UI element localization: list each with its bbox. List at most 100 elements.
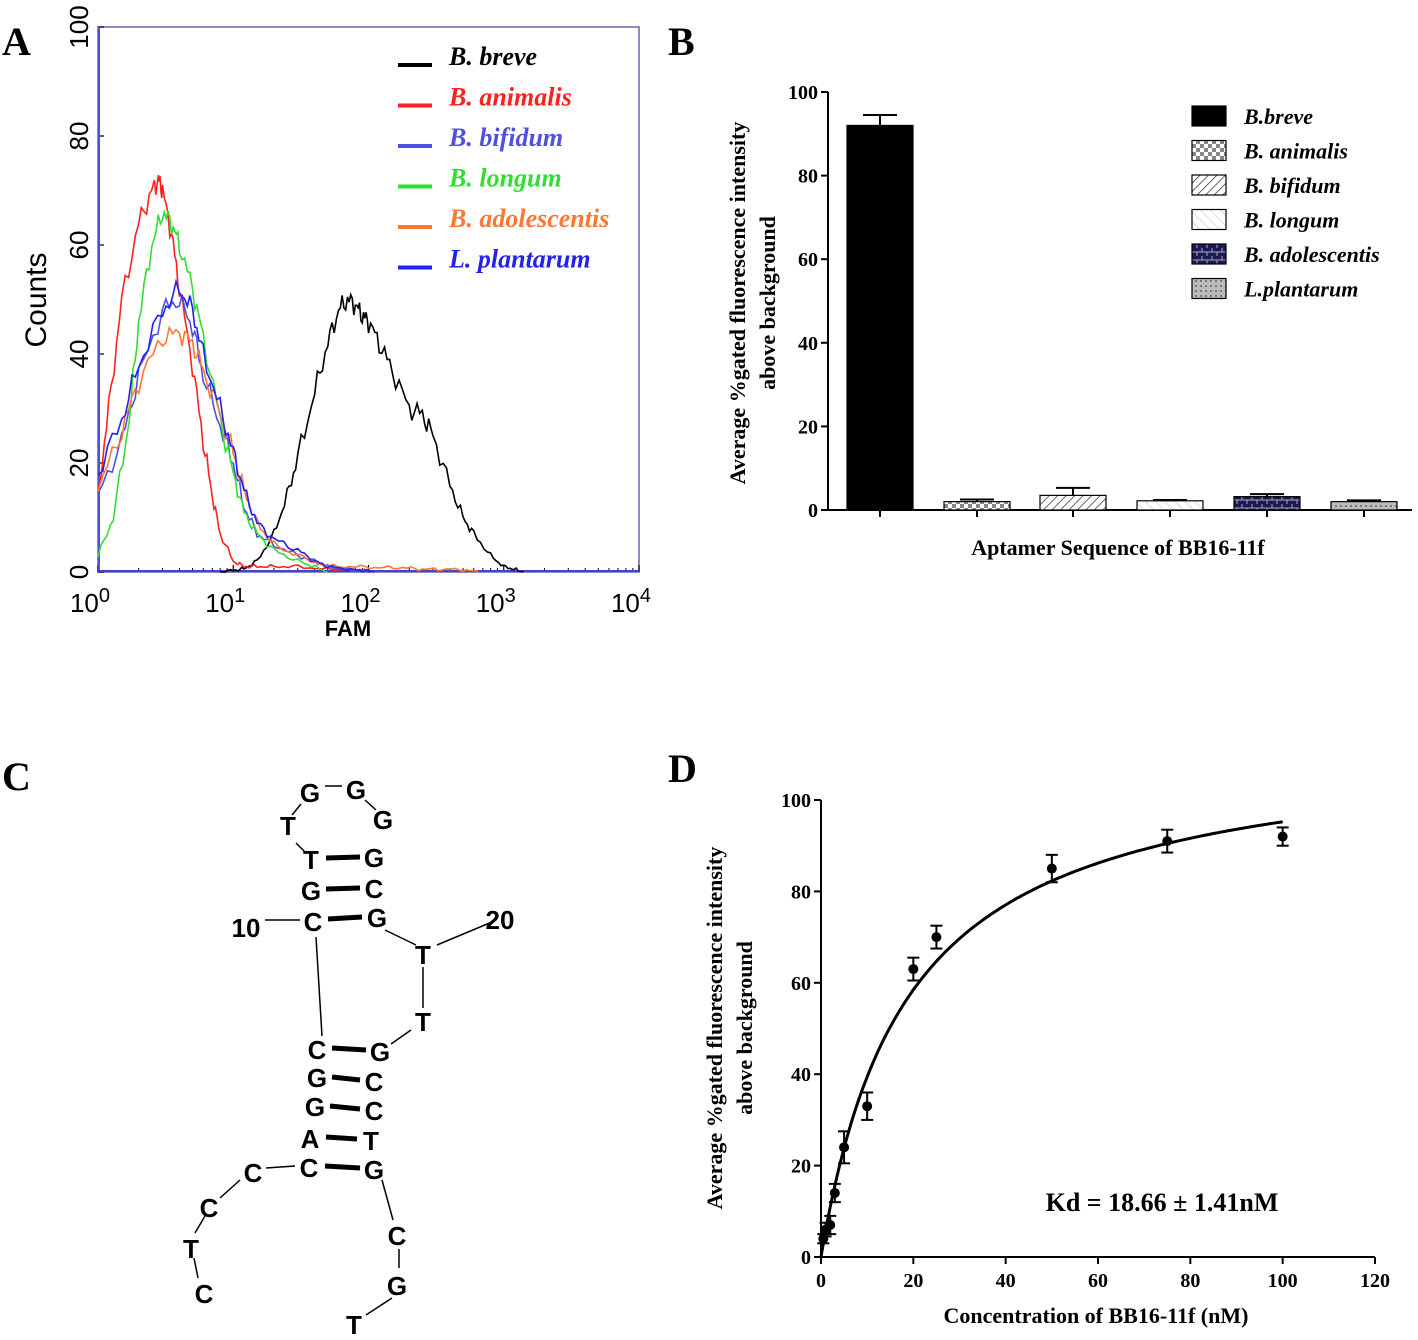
panel-a-legend-label: L. plantarum xyxy=(448,245,591,274)
panel-d-kd-annotation: Kd = 18.66 ± 1.41nM xyxy=(1046,1188,1279,1217)
panel-b-y-ticks: 0 20 40 60 80 100 xyxy=(788,82,828,522)
panel-b-y-axis-label-line2: above background xyxy=(755,216,780,390)
panel-d-y-axis-label-line2: above background xyxy=(732,941,757,1115)
panel-b-legend-label: B.breve xyxy=(1243,104,1313,129)
panel-d-y-tick-label: 0 xyxy=(801,1247,811,1269)
nucleotide: G xyxy=(364,1155,384,1185)
panel-b-legend-swatch xyxy=(1191,174,1227,196)
panel-a-y-tick-label: 0 xyxy=(64,565,94,579)
panel-a-curve-b-adolescentis xyxy=(97,325,479,573)
nucleotide: G xyxy=(305,1092,325,1122)
panel-a-legend: B. breve B. animalis B. bifidum B. longum B.… xyxy=(398,42,609,274)
panel-a-curves xyxy=(97,27,639,573)
nucleotide: G xyxy=(387,1271,407,1301)
panel-d-x-tick-label: 60 xyxy=(1088,1270,1108,1292)
nucleotide: C xyxy=(388,1221,407,1251)
panel-a-x-ticks: 100 101 102 103 104 xyxy=(70,565,651,618)
panel-d-y-axis-label-line1: Average %gated fluorescence intensity xyxy=(702,847,727,1210)
panel-b-bar xyxy=(1039,494,1107,511)
nucleotide: C xyxy=(195,1279,214,1309)
nucleotide: C xyxy=(200,1193,219,1223)
panel-d-y-tick-label: 80 xyxy=(791,881,811,903)
panel-d-y-tick-label: 100 xyxy=(781,790,811,812)
panel-b-y-tick-label: 20 xyxy=(798,416,818,438)
nucleotide: T xyxy=(415,940,431,970)
panel-b-y-axis-label-line1: Average %gated fluorescence intensity xyxy=(725,122,750,485)
panel-a-y-ticks: 0 20 40 60 80 100 xyxy=(64,5,104,579)
panel-b-bar-chart: 0 20 40 60 80 100 B.breve B. animalis B. bifidu… xyxy=(725,82,1412,560)
panel-d-x-tick-label: 120 xyxy=(1360,1270,1390,1292)
nucleotide: G xyxy=(301,876,321,906)
panel-b-bar xyxy=(1233,496,1301,511)
panel-label-a: A xyxy=(2,19,31,64)
panel-b-legend-swatch xyxy=(1191,208,1227,231)
panel-d-binding-curve: 0 20 40 60 80 100 0 20 40 60 80 100 120 Average %ga… xyxy=(702,790,1390,1328)
panel-d-x-tick-label: 80 xyxy=(1180,1270,1200,1292)
panel-b-y-tick-label: 0 xyxy=(808,500,818,522)
panel-a-x-tick-label: 102 xyxy=(340,585,380,618)
nucleotide: G xyxy=(367,903,387,933)
panel-b-legend-swatch xyxy=(1191,277,1227,300)
nucleotide: T xyxy=(280,811,296,841)
nucleotide: C xyxy=(304,907,323,937)
panel-b-bar xyxy=(1330,501,1398,511)
panel-a-y-tick-label: 20 xyxy=(64,449,94,478)
panel-b-legend-label: B. animalis xyxy=(1243,139,1348,164)
panel-label-b: B xyxy=(668,19,695,64)
panel-d-x-tick-label: 100 xyxy=(1268,1270,1298,1292)
panel-b-bar xyxy=(846,124,914,511)
panel-b-legend: B.breve B. animalis B. bifidum B. longum B. … xyxy=(1191,104,1380,302)
position-label: 10 xyxy=(232,913,261,943)
panel-b-legend-label: B. longum xyxy=(1243,208,1339,233)
panel-a-legend-label: B. breve xyxy=(448,42,537,71)
panel-a-legend-label: B. bifidum xyxy=(448,123,563,152)
panel-a-y-tick-label: 80 xyxy=(64,122,94,151)
panel-a-y-tick-label: 100 xyxy=(64,5,94,48)
panel-d-data-point xyxy=(931,932,942,943)
nucleotide: T xyxy=(363,1126,379,1156)
panel-b-x-axis-label: Aptamer Sequence of BB16-11f xyxy=(971,535,1265,560)
nucleotide: C xyxy=(244,1158,263,1188)
panel-a-curve-l-plantarum xyxy=(97,278,375,573)
panel-b-legend-swatch xyxy=(1191,105,1227,127)
panel-d-x-ticks: 0 20 40 60 80 100 120 xyxy=(816,1257,1390,1292)
panel-d-data-point xyxy=(1046,863,1057,874)
panel-b-legend-swatch xyxy=(1191,243,1227,265)
panel-d-data-point xyxy=(818,1233,829,1244)
nucleotide: G xyxy=(346,775,366,805)
nucleotide: C xyxy=(300,1153,319,1183)
panel-d-x-tick-label: 40 xyxy=(996,1270,1016,1292)
panel-a-y-axis-label: Counts xyxy=(20,252,53,347)
panel-a-x-tick-label: 103 xyxy=(476,585,516,618)
nucleotide: C xyxy=(308,1035,327,1065)
panel-b-bar xyxy=(943,501,1011,511)
position-label: 20 xyxy=(486,905,515,935)
nucleotide: G xyxy=(300,778,320,808)
panel-a-x-tick-label: 101 xyxy=(205,585,245,618)
nucleotide: G xyxy=(364,843,384,873)
panel-a-x-axis-label: FAM xyxy=(325,616,371,641)
panel-a-curve-b-bifidum xyxy=(97,294,375,573)
panel-b-bars xyxy=(846,113,1398,517)
nucleotide: G xyxy=(307,1063,327,1093)
panel-label-c: C xyxy=(2,754,31,799)
nucleotide: A xyxy=(301,1124,320,1154)
panel-d-y-tick-label: 20 xyxy=(791,1156,811,1178)
panel-d-data-points xyxy=(817,826,1289,1245)
panel-a-legend-label: B. longum xyxy=(448,164,562,193)
nucleotide: G xyxy=(373,805,393,835)
nucleotide: T xyxy=(415,1007,431,1037)
nucleotide: C xyxy=(365,1067,384,1097)
panel-a-x-tick-label: 100 xyxy=(70,585,110,618)
panel-d-data-point xyxy=(839,1142,850,1153)
panel-b-y-tick-label: 100 xyxy=(788,82,818,104)
panel-d-data-point xyxy=(829,1188,840,1199)
nucleotide: T xyxy=(183,1234,199,1264)
nucleotide: C xyxy=(365,1096,384,1126)
panel-d-y-tick-label: 40 xyxy=(791,1064,811,1086)
panel-a-y-tick-label: 40 xyxy=(64,340,94,369)
panel-b-y-tick-label: 80 xyxy=(798,166,818,188)
structure-backbone xyxy=(193,785,493,1316)
